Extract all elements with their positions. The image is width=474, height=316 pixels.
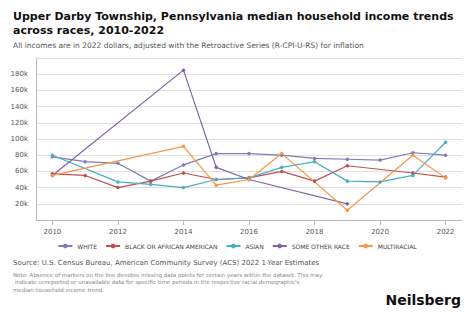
svg-text:Note: Absence of markers on th: Note: Absence of markers on the line den… — [13, 272, 323, 279]
svg-text:median household income trend.: median household income trend. — [13, 287, 104, 293]
svg-text:180k: 180k — [11, 70, 29, 78]
svg-text:40k: 40k — [15, 184, 29, 192]
svg-text:20k: 20k — [15, 200, 29, 208]
svg-text:across races, 2010-2022: across races, 2010-2022 — [13, 24, 164, 37]
svg-text:All incomes are in 2022 dollar: All incomes are in 2022 dollars, adjuste… — [13, 41, 364, 50]
svg-text:80k: 80k — [15, 151, 29, 159]
svg-text:Upper Darby Township, Pennsylv: Upper Darby Township, Pennsylvania media… — [13, 10, 454, 23]
svg-text:MULTIRACIAL: MULTIRACIAL — [378, 243, 418, 250]
svg-text:2018: 2018 — [306, 228, 324, 236]
svg-text:60k: 60k — [15, 167, 29, 175]
svg-text:2022: 2022 — [437, 228, 455, 236]
svg-text:140k: 140k — [11, 103, 29, 111]
svg-text:2010: 2010 — [43, 228, 61, 236]
svg-text:2012: 2012 — [109, 228, 127, 236]
svg-text:ASIAN: ASIAN — [245, 243, 263, 250]
svg-text:Neilsberg: Neilsberg — [385, 292, 461, 308]
svg-text:2014: 2014 — [175, 228, 193, 236]
svg-text:100k: 100k — [11, 135, 29, 143]
svg-text:160k: 160k — [11, 86, 29, 94]
svg-text:120k: 120k — [11, 119, 29, 127]
svg-text:2020: 2020 — [371, 228, 389, 236]
svg-text:SOME OTHER RACE: SOME OTHER RACE — [292, 243, 350, 250]
svg-text:WHITE: WHITE — [77, 243, 97, 250]
svg-text:Source: U.S. Census Bureau, Am: Source: U.S. Census Bureau, American Com… — [13, 259, 320, 267]
svg-text:2016: 2016 — [240, 228, 258, 236]
svg-text:BLACK OR AFRICAN AMERICAN: BLACK OR AFRICAN AMERICAN — [125, 243, 217, 250]
svg-text:indicate unreported or unavail: indicate unreported or unavailable data … — [13, 279, 301, 286]
